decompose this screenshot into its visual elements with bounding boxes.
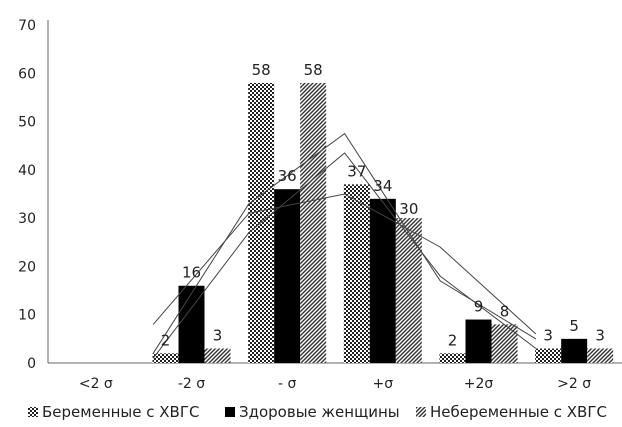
legend-swatch	[225, 407, 235, 417]
data-label: 3	[595, 327, 605, 345]
legend-label: Здоровые женщины	[239, 403, 400, 421]
data-label: 2	[161, 331, 171, 349]
bar	[439, 353, 466, 363]
data-label: 3	[213, 327, 223, 345]
y-tick-label: 40	[18, 163, 36, 179]
bar	[465, 319, 492, 363]
data-label: 5	[569, 317, 579, 335]
trend-line	[152, 152, 537, 359]
legend-label: Небеременные с ХВГС	[430, 403, 607, 421]
legend-label: Беременные с ХВГС	[42, 403, 199, 421]
bar	[395, 218, 422, 363]
bar	[343, 184, 370, 363]
legend-swatch	[28, 407, 38, 417]
bar	[535, 348, 562, 363]
y-tick-label: 30	[18, 211, 36, 227]
x-tick-label: +2σ	[464, 376, 494, 392]
x-tick-label: - σ	[278, 376, 297, 392]
data-label: 8	[500, 302, 510, 320]
bar	[369, 198, 396, 363]
y-tick-label: 60	[18, 66, 36, 82]
x-tick-label: +σ	[373, 376, 394, 392]
data-label: 2	[448, 331, 458, 349]
data-label: 3	[543, 327, 553, 345]
data-label: 16	[182, 264, 201, 282]
bar	[178, 285, 205, 363]
bar	[274, 189, 301, 363]
y-tick-label: 70	[18, 18, 36, 34]
y-tick-label: 10	[18, 308, 36, 324]
data-label: 58	[304, 61, 323, 79]
x-tick-label: >2 σ	[557, 376, 591, 392]
data-label: 37	[347, 162, 366, 180]
bar	[204, 348, 231, 363]
bar	[587, 348, 614, 363]
bar	[561, 338, 588, 363]
x-tick-label: -2 σ	[178, 376, 205, 392]
data-label: 58	[252, 61, 271, 79]
data-label: 9	[474, 298, 484, 316]
legend-swatch	[416, 407, 426, 417]
y-tick-label: 20	[18, 259, 36, 275]
data-label: 34	[373, 177, 392, 195]
y-tick-label: 0	[27, 356, 36, 372]
x-tick-label: <2 σ	[79, 376, 113, 392]
trend-line	[152, 193, 537, 335]
bar	[491, 324, 518, 363]
bar	[152, 353, 179, 363]
data-label: 30	[399, 200, 418, 218]
y-tick-label: 50	[18, 115, 36, 131]
bar	[300, 82, 327, 363]
data-label: 36	[278, 167, 297, 185]
